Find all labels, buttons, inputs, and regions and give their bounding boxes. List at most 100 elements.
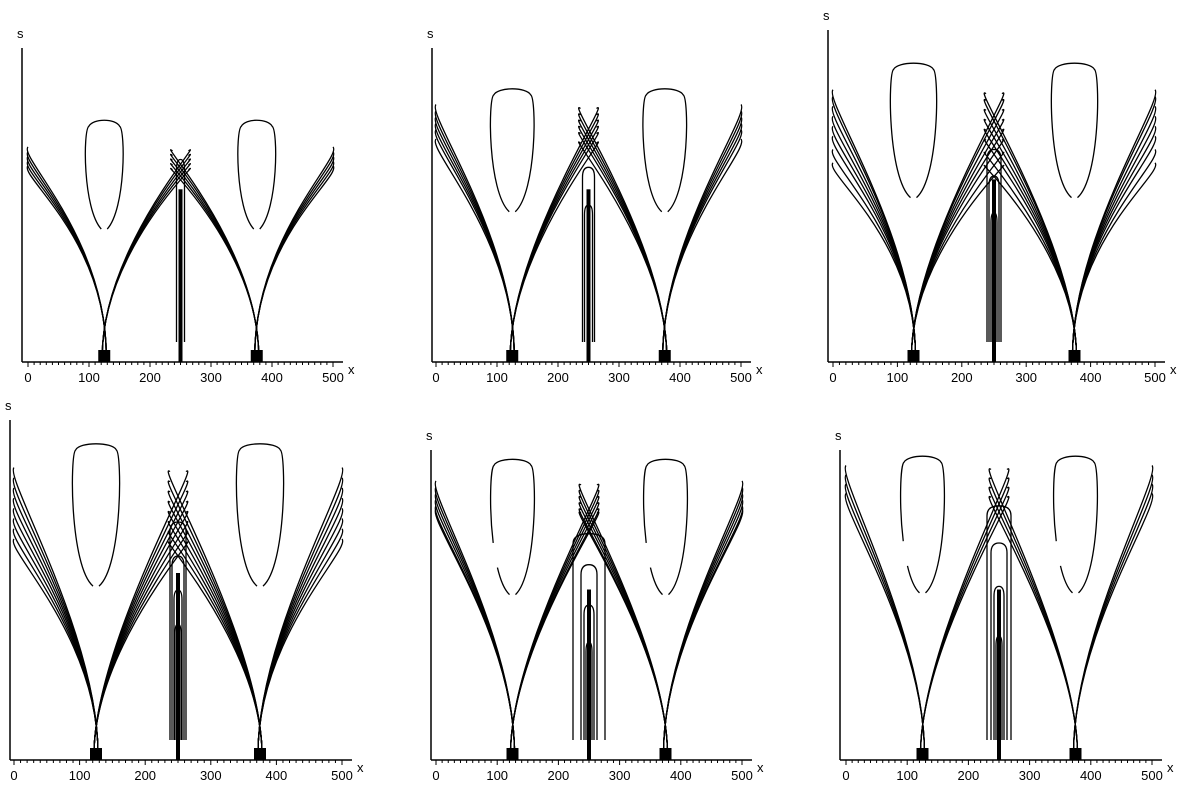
contour-line [257,518,344,759]
x-tick-label: 0 [829,370,836,385]
contour-line [831,162,917,361]
contour-line [831,95,917,361]
x-tick-label: 300 [200,768,222,783]
x-tick-label: 200 [548,768,570,783]
contour-line [257,528,344,759]
contour-line [257,538,344,759]
contour-line [257,487,344,759]
root-bar [916,748,929,760]
x-axis-label: x [1170,362,1177,377]
x-tick-label: 0 [842,768,849,783]
x-tick-label: 200 [139,370,161,385]
contour-line [910,108,1005,361]
x-tick-label: 300 [1015,370,1037,385]
contour-line [910,118,1005,361]
contour-line [12,487,99,759]
contour-line [662,129,743,361]
contour-line [12,477,99,759]
x-axis-label: x [357,760,364,775]
chart-panel-6: 0 100 200 300 400 500 x s [835,428,1174,783]
contour-line [12,497,99,759]
center-stem [997,589,1001,760]
contour-line [910,128,1005,361]
contour-line [1071,115,1157,361]
droplet-contour [71,443,121,587]
contour-line [844,474,926,759]
root-bar [506,350,519,362]
x-tick-label: 400 [1080,370,1102,385]
x-tick-label: 100 [486,768,508,783]
contour-line [831,149,917,361]
x-tick-label: 500 [331,768,353,783]
droplet-contour [1050,62,1099,199]
center-lobe [986,505,1012,740]
contour-line [831,105,917,361]
root-bar [90,748,102,760]
contour-line [983,118,1078,361]
contour-line [1071,135,1157,361]
contour-line [257,477,344,759]
x-tick-label: 300 [1019,768,1041,783]
contour-line [12,528,99,759]
x-tick-label: 400 [261,370,283,385]
x-tick-label: 500 [1141,768,1163,783]
contour-line [434,138,515,361]
contour-line [1071,149,1157,361]
x-tick-label: 300 [609,768,631,783]
contour-line [844,465,926,759]
center-lobe [174,623,182,740]
chart-panel-1: 0 100 200 300 400 500 x s [17,26,355,385]
x-tick-label: 500 [731,768,753,783]
contour-line [101,167,191,361]
x-axis-label: x [1167,760,1174,775]
contour-line [509,141,599,361]
center-stem [178,189,183,362]
contour-line [910,92,1005,361]
x-tick-label: 200 [958,768,980,783]
center-lobe [175,158,186,342]
center-lobe [993,585,1005,740]
center-lobe [173,589,183,740]
droplet-contour [489,458,536,596]
droplet-contour [899,455,946,594]
chart-panel-3: 0 100 200 300 400 500 x s [823,8,1177,385]
x-tick-label: 100 [78,370,100,385]
y-axis-label: s [426,428,433,443]
contour-line [844,492,926,759]
contour-line [1072,465,1154,759]
contour-line [578,141,668,361]
droplet-contour [889,62,938,199]
chart-panel-5: 0 100 200 300 400 500 x s [426,428,764,783]
root-bar [254,748,266,760]
center-lobe [583,604,595,740]
contour-line [988,495,1079,759]
root-bar [98,350,111,362]
y-axis-label: s [823,8,830,23]
x-tick-label: 400 [669,370,691,385]
center-lobe [169,521,187,740]
root-bar [1069,748,1082,760]
contour-line [662,508,744,759]
contour-line [831,125,917,361]
center-lobe [171,555,185,740]
contour-line [983,108,1078,361]
contour-line [254,160,335,361]
center-lobe [995,635,1003,740]
x-tick-label: 500 [322,370,344,385]
y-axis-label: s [17,26,24,41]
contour-line [12,507,99,759]
x-tick-label: 100 [887,370,909,385]
center-lobe [990,211,998,342]
contour-line [257,507,344,759]
root-bar [250,350,263,362]
contour-line [831,115,917,361]
center-lobe [986,148,1002,342]
contour-line [12,518,99,759]
x-tick-label: 400 [1080,768,1102,783]
x-tick-label: 200 [134,768,156,783]
droplet-contour [1052,455,1099,594]
x-tick-label: 300 [608,370,630,385]
chart-panel-4: 0 100 200 300 400 500 x s [5,398,364,783]
contour-line [170,167,260,361]
x-tick-label: 100 [896,768,918,783]
